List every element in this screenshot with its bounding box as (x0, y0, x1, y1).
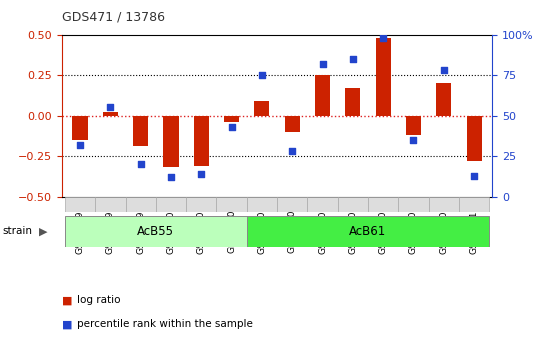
Bar (459, 197, 489, 212)
Point (288, 148, 296, 154)
Point (440, 67, 448, 73)
Point (227, 124, 236, 130)
Bar (65, 216, 247, 247)
Text: strain: strain (3, 226, 33, 236)
Point (318, 61, 327, 67)
Bar (95, 197, 125, 212)
Text: ▶: ▶ (39, 226, 48, 236)
Bar (345, 88, 360, 116)
Bar (133, 116, 148, 146)
Point (136, 161, 145, 167)
Bar (376, 38, 391, 116)
Bar (285, 116, 300, 132)
Bar (103, 112, 118, 116)
Point (409, 137, 418, 143)
Bar (125, 197, 156, 212)
Bar (194, 116, 209, 166)
Text: percentile rank within the sample: percentile rank within the sample (77, 319, 253, 329)
Bar (186, 197, 216, 212)
Point (349, 56, 357, 62)
Bar (307, 197, 338, 212)
Point (470, 173, 478, 178)
Bar (277, 197, 307, 212)
Text: ■: ■ (62, 319, 73, 329)
Bar (254, 101, 270, 116)
Bar (338, 197, 368, 212)
Bar (73, 116, 88, 140)
Bar (315, 75, 330, 116)
Text: log ratio: log ratio (77, 295, 121, 305)
Bar (368, 197, 398, 212)
Bar (429, 197, 459, 212)
Bar (216, 197, 247, 212)
Text: GDS471 / 13786: GDS471 / 13786 (62, 10, 165, 23)
Point (106, 105, 115, 110)
Bar (406, 116, 421, 135)
Point (197, 171, 206, 177)
Bar (156, 197, 186, 212)
Point (76, 142, 84, 148)
Point (379, 35, 387, 40)
Text: AcB61: AcB61 (349, 225, 387, 238)
Bar (398, 197, 429, 212)
Bar (224, 116, 239, 122)
Point (167, 175, 175, 180)
Bar (247, 216, 489, 247)
Bar (164, 116, 179, 167)
Bar (466, 116, 482, 161)
Point (258, 72, 266, 78)
Bar (247, 197, 277, 212)
Text: AcB55: AcB55 (137, 225, 174, 238)
Text: ■: ■ (62, 295, 73, 305)
Bar (65, 197, 95, 212)
Bar (436, 83, 451, 116)
